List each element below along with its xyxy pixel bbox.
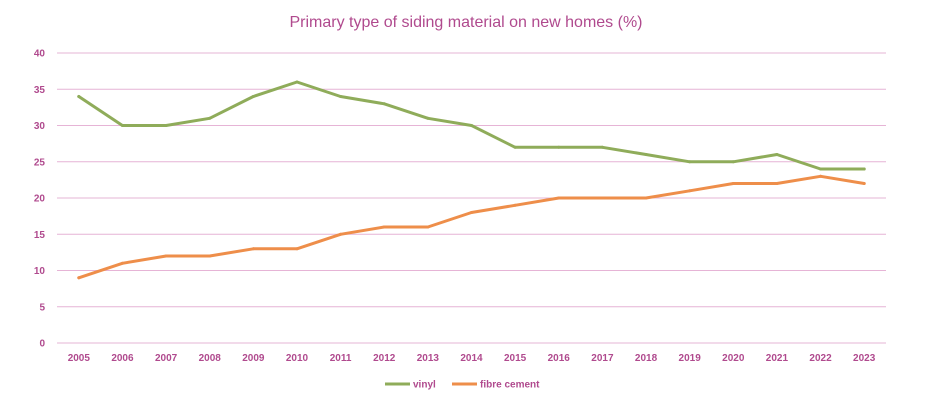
y-tick-label: 20 <box>34 194 46 205</box>
legend-label: vinyl <box>413 380 436 391</box>
data-point <box>382 225 386 229</box>
x-tick-label: 2017 <box>591 353 614 364</box>
data-point <box>470 124 473 127</box>
data-point <box>251 95 255 98</box>
y-tick-label: 10 <box>34 266 46 277</box>
y-tick-label: 25 <box>34 157 46 168</box>
x-tick-label: 2015 <box>504 353 527 364</box>
x-tick-label: 2011 <box>330 353 352 364</box>
data-point <box>251 247 255 251</box>
y-axis-ticks: 0 5 10 15 20 25 30 35 40 <box>34 49 46 350</box>
y-tick-label: 0 <box>39 339 45 350</box>
data-point <box>208 254 212 258</box>
data-point <box>775 182 779 185</box>
y-tick-label: 15 <box>34 230 46 241</box>
data-point <box>120 124 124 127</box>
data-point <box>208 116 212 120</box>
data-point <box>557 196 561 200</box>
data-point <box>600 145 604 149</box>
series-line-1 <box>77 174 866 280</box>
chart-title: Primary type of siding material on new h… <box>289 14 643 31</box>
x-tick-label: 2018 <box>635 353 658 364</box>
data-point <box>731 182 735 185</box>
x-tick-label: 2014 <box>460 353 483 364</box>
y-tick-label: 35 <box>34 85 46 96</box>
x-tick-label: 2023 <box>853 353 876 364</box>
data-point <box>339 232 343 236</box>
x-tick-label: 2006 <box>111 353 134 364</box>
data-point <box>164 254 168 258</box>
data-point <box>644 153 648 156</box>
x-tick-label: 2009 <box>242 353 265 364</box>
legend-label: fibre cement <box>480 380 540 391</box>
x-tick-label: 2020 <box>722 353 745 364</box>
x-tick-label: 2019 <box>679 353 702 364</box>
x-tick-label: 2012 <box>373 353 396 364</box>
data-point <box>470 211 473 214</box>
x-tick-label: 2007 <box>155 353 178 364</box>
data-point <box>513 203 517 207</box>
data-point <box>862 167 866 171</box>
x-tick-label: 2008 <box>199 353 222 364</box>
x-tick-label: 2005 <box>68 353 91 364</box>
data-point <box>819 174 823 178</box>
legend: vinyl fibre cement <box>385 380 540 391</box>
data-point <box>295 80 299 84</box>
x-tick-label: 2010 <box>286 353 309 364</box>
y-tick-label: 40 <box>34 49 46 60</box>
data-point <box>688 160 692 164</box>
data-point <box>77 276 81 280</box>
data-point <box>775 153 779 156</box>
x-tick-label: 2021 <box>766 353 789 364</box>
data-point <box>819 167 823 171</box>
x-tick-label: 2022 <box>809 353 832 364</box>
data-point <box>382 102 386 106</box>
gridlines <box>57 52 886 344</box>
y-tick-label: 5 <box>39 302 45 313</box>
data-point <box>862 182 866 185</box>
data-point <box>513 145 517 149</box>
x-tick-label: 2016 <box>548 353 571 364</box>
data-point <box>644 196 648 200</box>
data-point <box>731 160 735 164</box>
data-point <box>295 247 299 251</box>
data-point <box>557 145 561 149</box>
x-tick-label: 2013 <box>417 353 440 364</box>
data-point <box>164 124 168 127</box>
data-point <box>426 116 430 120</box>
data-point <box>688 189 692 193</box>
data-point <box>77 95 81 98</box>
data-point <box>600 196 604 200</box>
data-point <box>339 95 343 98</box>
data-point <box>120 261 124 265</box>
series-lines <box>77 80 866 280</box>
y-tick-label: 30 <box>34 121 46 132</box>
data-point <box>426 225 430 229</box>
x-axis-ticks: 2005 2006 2007 2008 2009 2010 2011 2012 2013 2014… <box>68 353 876 364</box>
